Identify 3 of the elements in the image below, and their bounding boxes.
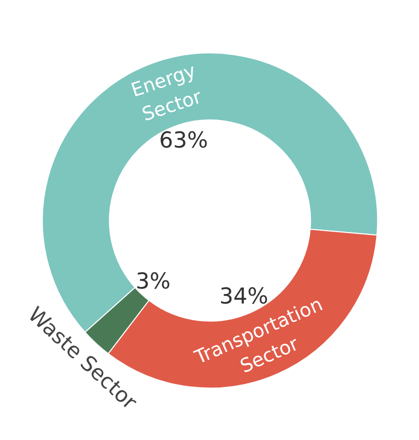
data-label: 63%: [159, 128, 208, 154]
slice-label: Energy Sector: [128, 60, 204, 126]
data-label: 3%: [136, 269, 171, 294]
